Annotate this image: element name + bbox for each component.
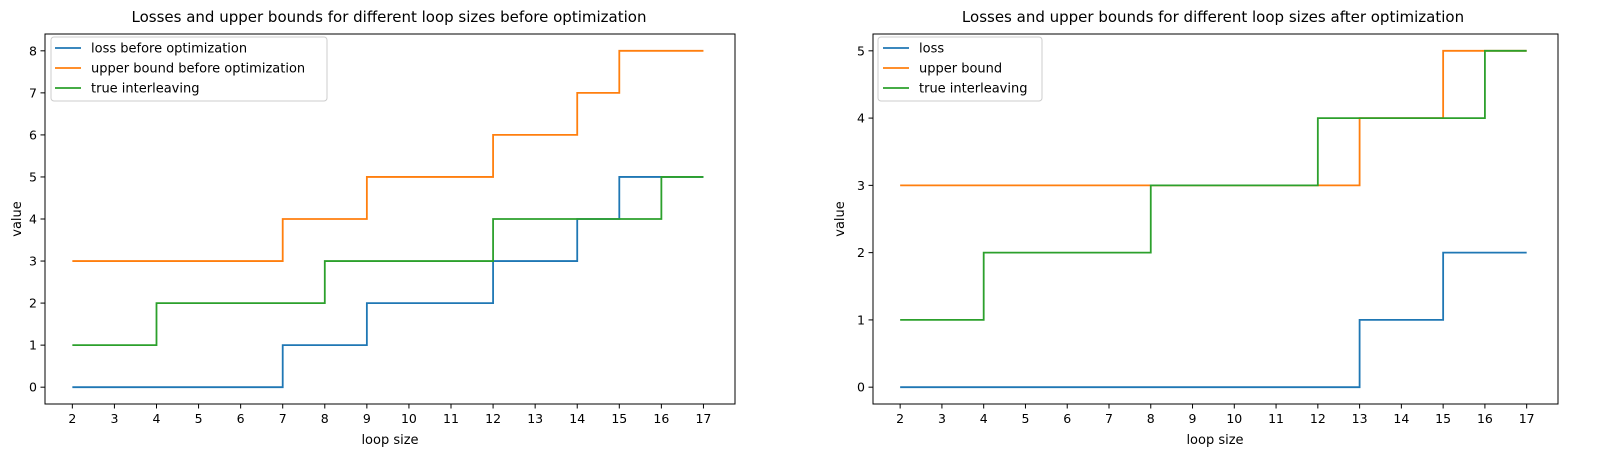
x-tick-label: 7 [279, 411, 287, 426]
x-tick-label: 4 [153, 411, 161, 426]
legend-entry: true interleaving [91, 82, 199, 97]
y-tick-label: 5 [29, 169, 37, 184]
x-tick-label: 16 [1477, 411, 1493, 426]
legend: loss before optimization upper bound befo… [50, 36, 328, 102]
x-axis-label: loop size [361, 433, 418, 448]
x-tick-label: 9 [363, 411, 371, 426]
legend: loss upper bound true interleaving [877, 36, 1043, 102]
x-tick-label: 6 [237, 411, 245, 426]
x-tick-label: 15 [611, 411, 627, 426]
x-tick-label: 2 [68, 411, 76, 426]
x-tick-label: 13 [1352, 411, 1368, 426]
y-tick-label: 3 [857, 178, 865, 193]
x-tick-label: 14 [1393, 411, 1409, 426]
chart-title: Losses and upper bounds for different lo… [132, 8, 647, 26]
legend-frame [877, 36, 1043, 102]
x-tick-label: 5 [1021, 411, 1029, 426]
legend-entry: true interleaving [919, 82, 1027, 97]
series-layer [72, 49, 704, 389]
y-tick-label: 4 [29, 212, 37, 227]
series-layer [900, 49, 1527, 389]
y-tick-label: 4 [857, 111, 865, 126]
plot-frame [872, 33, 1559, 405]
x-tick-label: 4 [980, 411, 988, 426]
y-tick-label: 0 [857, 380, 865, 395]
y-axis: 0 1 2 3 4 5 6 7 8 [29, 43, 45, 395]
chart-title: Losses and upper bounds for different lo… [962, 8, 1464, 26]
x-tick-label: 14 [569, 411, 585, 426]
x-tick-label: 11 [1268, 411, 1284, 426]
y-tick-label: 8 [29, 43, 37, 58]
y-tick-label: 2 [29, 296, 37, 311]
x-tick-label: 15 [1435, 411, 1451, 426]
y-axis: 0 1 2 3 4 5 [857, 43, 873, 395]
legend-entry: loss before optimization [91, 42, 247, 57]
x-tick-label: 12 [485, 411, 501, 426]
x-tick-label: 3 [110, 411, 118, 426]
x-tick-label: 9 [1189, 411, 1197, 426]
x-tick-label: 13 [527, 411, 543, 426]
x-tick-label: 7 [1105, 411, 1113, 426]
legend-entry: loss [919, 42, 944, 57]
x-tick-label: 5 [195, 411, 203, 426]
series-line [72, 176, 704, 389]
y-axis-label: value [833, 201, 848, 237]
x-tick-label: 3 [938, 411, 946, 426]
x-axis: 2 3 4 5 6 7 8 9 10 11 12 13 14 15 16 17 [68, 404, 711, 426]
y-tick-label: 5 [857, 43, 865, 58]
x-tick-label: 11 [443, 411, 459, 426]
y-tick-label: 1 [857, 312, 865, 327]
x-tick-label: 2 [896, 411, 904, 426]
x-tick-label: 10 [1226, 411, 1242, 426]
series-line [900, 251, 1527, 389]
y-tick-label: 2 [857, 245, 865, 260]
y-tick-label: 6 [29, 127, 37, 142]
legend-frame [50, 36, 328, 102]
y-tick-label: 1 [29, 338, 37, 353]
y-tick-label: 0 [29, 380, 37, 395]
series-line [72, 176, 704, 347]
y-tick-label: 7 [29, 85, 37, 100]
legend-entry: upper bound [919, 62, 1002, 77]
series-line [72, 49, 704, 262]
y-axis-label: value [10, 201, 25, 237]
x-tick-label: 6 [1063, 411, 1071, 426]
x-tick-label: 17 [695, 411, 711, 426]
chart-after-optimization: Losses and upper bounds for different lo… [833, 8, 1559, 448]
x-tick-label: 12 [1310, 411, 1326, 426]
x-axis-label: loop size [1186, 433, 1243, 448]
y-tick-label: 3 [29, 254, 37, 269]
x-tick-label: 8 [321, 411, 329, 426]
x-tick-label: 17 [1519, 411, 1535, 426]
x-tick-label: 10 [401, 411, 417, 426]
legend-entry: upper bound before optimization [91, 62, 305, 77]
x-axis: 2 3 4 5 6 7 8 9 10 11 12 13 14 15 16 17 [896, 404, 1535, 426]
series-line [900, 49, 1527, 321]
x-tick-label: 16 [653, 411, 669, 426]
x-tick-label: 8 [1147, 411, 1155, 426]
chart-before-optimization: Losses and upper bounds for different lo… [10, 8, 736, 448]
